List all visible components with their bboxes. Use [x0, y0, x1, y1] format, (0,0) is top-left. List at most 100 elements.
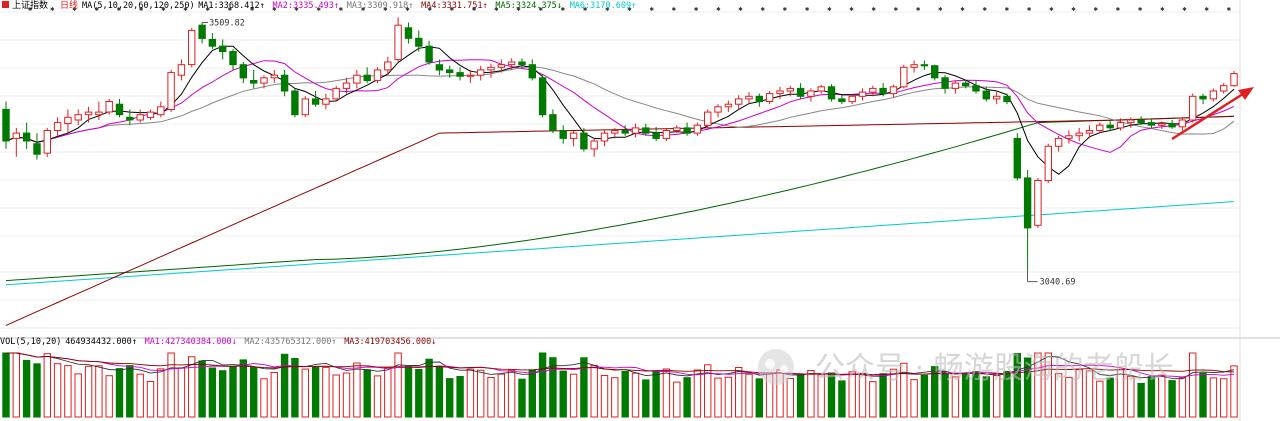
candle-body: [982, 90, 990, 100]
candle-body: [642, 127, 650, 134]
event-marker: ✱: [605, 5, 610, 13]
volume-bar: [1065, 376, 1073, 418]
event-marker: ✱: [317, 5, 322, 13]
event-marker: ✱: [650, 5, 655, 13]
candlestick-series: [2, 17, 1238, 271]
candle: [962, 79, 970, 89]
candle: [95, 101, 103, 120]
candle-body: [415, 37, 423, 47]
volume-bar: [157, 368, 165, 418]
event-marker: ✱: [206, 5, 211, 13]
ma20-line: [5, 66, 1235, 143]
candle-body: [1189, 95, 1197, 121]
volume-bar: [477, 369, 485, 418]
candle: [755, 93, 763, 107]
event-marker: ✱: [139, 5, 144, 13]
volume-bar: [631, 372, 640, 418]
candle: [115, 98, 124, 118]
candle-body: [900, 66, 908, 88]
candle: [1127, 117, 1135, 128]
candle: [280, 69, 289, 97]
volume-bar: [22, 359, 31, 418]
candle-body: [538, 77, 547, 116]
volume-bar: [652, 370, 660, 418]
volume-bar: [322, 366, 330, 418]
candle: [487, 63, 495, 78]
volume-bar: [869, 381, 877, 418]
candle-body: [704, 111, 712, 126]
volume-item-4: MA3:419703456.000↓: [344, 337, 436, 347]
candle-body: [53, 122, 62, 131]
candle-body: [74, 114, 82, 121]
candle-body: [1054, 137, 1063, 147]
candle-body: [394, 24, 402, 60]
event-marker: ✱: [1027, 5, 1032, 13]
candle: [507, 58, 516, 70]
volume-bar: [982, 376, 990, 418]
event-marker: ✱: [783, 5, 788, 13]
candle-body: [507, 61, 516, 66]
price-annotations: 3509.82 3040.69: [202, 19, 1075, 288]
candle-body: [12, 132, 21, 139]
volume-bar: [518, 378, 526, 418]
candle: [559, 125, 567, 144]
volume-bar: [827, 372, 836, 418]
volume-bar: [126, 365, 134, 418]
candle: [817, 84, 825, 94]
volume-bar: [1054, 373, 1063, 418]
event-marker: ✱: [95, 5, 100, 13]
candle-body: [311, 98, 320, 105]
candle: [611, 127, 619, 139]
candle: [1116, 118, 1125, 131]
volume-bar: [1209, 377, 1218, 418]
candle-body: [353, 74, 361, 84]
candle-body: [384, 61, 392, 71]
ma-item-1: MA1:3368.412↑: [198, 1, 265, 11]
ma10-line: [5, 59, 1235, 153]
volume-bar: [1096, 380, 1104, 418]
candle: [920, 60, 929, 70]
candle: [332, 85, 340, 102]
candle-body: [466, 74, 475, 77]
volume-bar: [838, 380, 846, 418]
volume-bar: [487, 377, 495, 418]
candle: [1013, 133, 1021, 181]
volume-bar: [972, 371, 980, 418]
candle-body: [869, 87, 877, 93]
low-label: 3040.69: [1040, 278, 1076, 288]
candle: [621, 125, 629, 136]
candle: [600, 130, 609, 147]
candle-body: [446, 69, 454, 74]
candle: [528, 59, 536, 81]
candle: [353, 69, 361, 89]
volume-bar: [291, 358, 299, 418]
volume-bar: [538, 352, 547, 418]
candle: [590, 138, 598, 157]
candle-body: [1013, 137, 1021, 179]
trend-arrow-shaft: [1171, 90, 1247, 141]
candle: [425, 40, 433, 65]
candle: [1106, 119, 1114, 131]
candle-body: [951, 82, 960, 89]
candle-body: [373, 69, 382, 81]
candle-body: [363, 74, 371, 81]
event-marker: ✱: [361, 5, 366, 13]
volume-bar: [559, 370, 567, 418]
candle-body: [827, 86, 836, 100]
volume-header: VOL(5,10,20) 464934432.000↑ MA1:427340384.…: [0, 337, 436, 347]
volume-bar: [250, 367, 258, 418]
volume-bar: [105, 375, 113, 418]
event-marker: ✱: [339, 5, 344, 13]
event-marker: ✱: [694, 5, 699, 13]
candle: [270, 69, 279, 84]
candle: [456, 67, 464, 81]
volume-bar: [745, 373, 753, 418]
candle-body: [745, 95, 753, 100]
event-marker: ✱: [383, 5, 388, 13]
candle: [84, 106, 93, 123]
candle: [889, 84, 898, 98]
event-marker: ✱: [1094, 5, 1099, 13]
candle: [1230, 70, 1238, 87]
